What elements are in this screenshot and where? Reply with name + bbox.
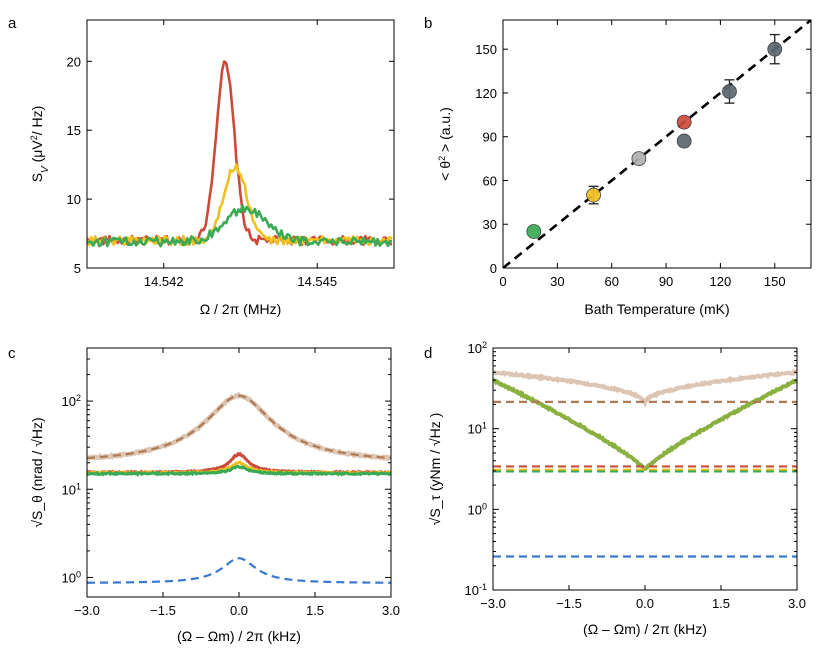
panel-letter-d: d <box>424 345 432 362</box>
series-line-a-green <box>87 204 393 248</box>
panel-letter-c: c <box>8 345 16 362</box>
series-line-c-light_brown <box>87 391 391 462</box>
series-line-c-blue_dashed <box>87 557 391 584</box>
ytick-label-a: 5 <box>74 261 81 276</box>
xlabel-d: (Ω – Ωm) / 2π (kHz) <box>583 621 707 637</box>
ytick-label-a: 15 <box>67 123 81 138</box>
lines-d <box>493 368 797 558</box>
data-point-b-5 <box>722 84 737 99</box>
lines-c <box>87 391 391 584</box>
ytick-label-b: 30 <box>483 217 497 232</box>
ylabel-c: √S_θ (nrad / √Hz) <box>29 417 45 527</box>
xtick-label-c: 3.0 <box>382 603 400 618</box>
xtick-label-d: 1.5 <box>712 596 730 611</box>
xtick-label-b: 120 <box>710 274 732 289</box>
data-point-b-4 <box>676 133 692 149</box>
xtick-label-a: 14.542 <box>144 274 184 289</box>
ytick-label-d: 101 <box>468 421 487 437</box>
xlabel-c: (Ω – Ωm) / 2π (kHz) <box>177 628 301 644</box>
panel-d: −3.0 −1.5 0.0 1.5 3.0 10-1 100 101 102 (Ω – Ωm) /… <box>427 340 806 637</box>
xtick-label-b: 90 <box>659 274 673 289</box>
ytick-label-b: 120 <box>475 86 497 101</box>
ytick-label-c: 101 <box>62 481 81 497</box>
ytick-label-a: 20 <box>67 54 81 69</box>
xtick-label-d: −1.5 <box>556 596 582 611</box>
panel-b: 0 30 60 90 120 150 0 30 60 90 120 150 Bath Temperatu… <box>437 19 812 317</box>
ytick-label-c: 102 <box>62 393 81 409</box>
panel-letter-b: b <box>424 15 432 32</box>
xtick-label-b: 60 <box>604 274 618 289</box>
xtick-label-b: 0 <box>499 274 506 289</box>
xtick-label-d: 3.0 <box>788 596 806 611</box>
lines-a <box>87 60 393 248</box>
panel-c: −3.0 −1.5 0.0 1.5 3.0 100 101 102 (Ω – Ωm) / 2π … <box>29 347 400 644</box>
ytick-label-d: 102 <box>468 340 487 356</box>
data-point-b-0 <box>526 224 542 239</box>
data-point-b-6 <box>767 41 783 57</box>
xtick-label-c: 0.0 <box>230 603 248 618</box>
fit-line-b <box>503 20 811 268</box>
ytick-label-d: 100 <box>468 501 487 517</box>
ytick-label-a: 10 <box>67 192 81 207</box>
series-line-a-red <box>87 60 392 247</box>
plot-frame-b <box>502 19 812 269</box>
xtick-label-b: 30 <box>550 274 564 289</box>
data-point-b-2 <box>631 151 647 166</box>
ytick-label-d: 10-1 <box>465 582 487 598</box>
data-point-b-1 <box>586 187 601 203</box>
panel-letter-a: a <box>8 15 17 32</box>
xtick-label-d: −3.0 <box>480 596 506 611</box>
ytick-label-b: 150 <box>475 42 497 57</box>
xtick-label-a: 14.545 <box>297 274 337 289</box>
ytick-label-c: 100 <box>62 569 81 585</box>
xtick-label-c: −1.5 <box>150 603 176 618</box>
panel-a: 14.542 14.545 5 10 15 20 Ω / 2π (MHz) SV (μV2/ … <box>29 19 395 317</box>
xlabel-b: Bath Temperature (mK) <box>584 301 729 317</box>
series-line-c-brown_dashed <box>87 394 391 460</box>
ylabel-a: SV (μV2/ Hz) <box>29 106 51 183</box>
xlabel-a: Ω / 2π (MHz) <box>200 301 282 317</box>
ylabel-d: √S_τ (yNm / √Hz ) <box>427 413 443 526</box>
data-point-b-3 <box>676 114 692 130</box>
series-line-d-light_brown <box>493 368 797 408</box>
ylabel-b: < θ2 > (a.u.) <box>437 107 453 181</box>
xtick-label-d: 0.0 <box>636 596 654 611</box>
ytick-label-b: 60 <box>483 173 497 188</box>
xtick-label-c: 1.5 <box>306 603 324 618</box>
ytick-label-b: 0 <box>490 261 497 276</box>
series-line-c-green <box>87 464 391 478</box>
series-line-d-olive_line <box>493 378 797 472</box>
plot-frame-a <box>86 19 395 269</box>
ytick-label-b: 90 <box>483 130 497 145</box>
xtick-label-c: −3.0 <box>74 603 100 618</box>
marks-b <box>503 20 811 268</box>
xtick-label-b: 150 <box>764 274 786 289</box>
